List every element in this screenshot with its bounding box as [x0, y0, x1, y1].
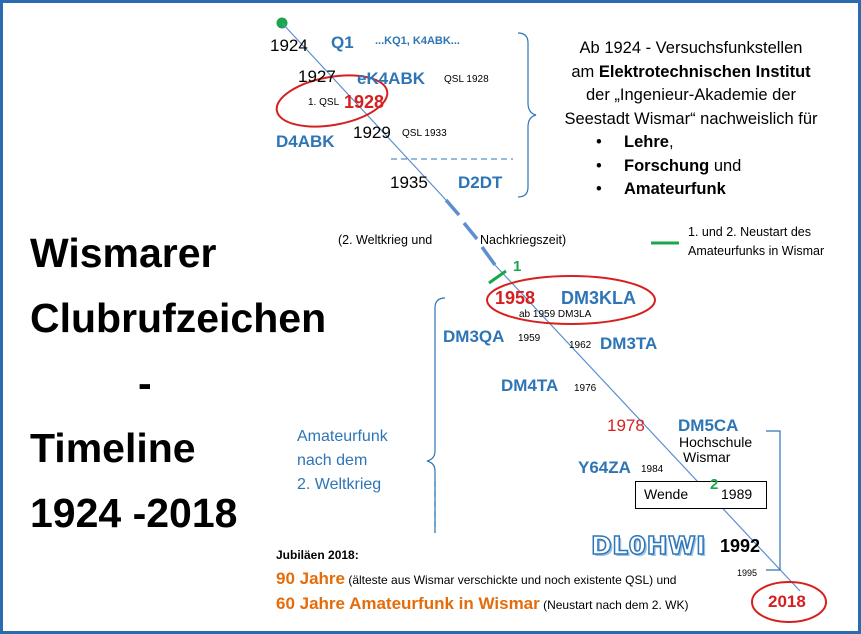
year-2018: 2018	[768, 592, 806, 611]
callsign-y64za: Y64ZA	[578, 458, 631, 477]
callsign-dm3qa: DM3QA	[443, 327, 505, 346]
qsl-1928-note: QSL 1928	[444, 74, 489, 85]
jubilee-60-years: 60 Jahre Amateurfunk in Wismar	[276, 594, 540, 613]
title-line-4: Timeline	[30, 425, 196, 471]
restart-legend-line-2: Amateurfunks in Wismar	[688, 244, 825, 258]
desc-line-1: Ab 1924 - Versuchsfunkstellen	[579, 39, 803, 57]
bullet-icon: •	[596, 156, 602, 175]
wende-label: Wende	[644, 486, 689, 502]
year-1927: 1927	[298, 67, 336, 86]
callsign-q1: Q1	[331, 33, 354, 52]
desc-bullet-amateurfunk: • Amateurfunk	[541, 178, 841, 202]
timeline-line-late	[494, 264, 801, 592]
title-line-3: -	[138, 360, 152, 406]
main-title: Wismarer Clubrufzeichen - Timeline 1924 …	[30, 221, 326, 546]
year-1958: 1958	[495, 288, 536, 308]
ellipse-1958	[486, 275, 656, 325]
year-1995: 1995	[737, 568, 758, 578]
callsign-d4abk: D4ABK	[276, 132, 335, 151]
year-1935: 1935	[390, 173, 428, 192]
timeline-dash-ww2-b	[462, 221, 479, 241]
ellipse-2018	[751, 581, 827, 623]
jubilee-line-1: 90 Jahre (älteste aus Wismar verschickte…	[276, 569, 677, 588]
jubilee-90-years: 90 Jahre	[276, 569, 345, 588]
brace-1924	[517, 32, 537, 198]
timeline-dash-ww2-c	[480, 245, 497, 267]
description-block: Ab 1924 - Versuchsfunkstellen am Elektro…	[541, 37, 841, 202]
year-1959: 1959	[518, 333, 541, 344]
title-line-1: Wismarer	[30, 230, 217, 276]
callsign-d2dt: D2DT	[458, 173, 503, 192]
restart-legend-line-1: 1. und 2. Neustart des	[688, 225, 811, 239]
year-1962: 1962	[569, 340, 592, 351]
desc-bullet-lehre: • Lehre,	[541, 131, 841, 155]
year-1984: 1984	[641, 464, 664, 475]
jubilee-line-2: 60 Jahre Amateurfunk in Wismar (Neustart…	[276, 594, 689, 613]
year-1924: 1924	[270, 36, 308, 55]
year-1929: 1929	[353, 123, 391, 142]
desc-line-4: Seestadt Wismar“ nachweislich für	[564, 109, 818, 128]
year-1978: 1978	[607, 416, 645, 435]
restart-marker-2-label: 2	[710, 476, 719, 493]
bullet-icon: •	[596, 133, 602, 151]
brace-postwar	[426, 297, 446, 533]
timeline-line-early	[281, 22, 447, 201]
postwar-line-1: Amateurfunk	[297, 428, 388, 445]
callsign-dl0hwi-logo: DL0HWI	[590, 530, 706, 561]
ww2-label-right: Nachkriegszeit)	[480, 233, 567, 247]
callsign-dm3ta: DM3TA	[600, 334, 658, 353]
bullet-icon: •	[596, 180, 602, 198]
note-ab-1959-dm3la: ab 1959 DM3LA	[519, 309, 592, 320]
jubilee-heading: Jubiläen 2018:	[276, 548, 359, 562]
qsl-1933-note: QSL 1933	[402, 128, 447, 139]
callsign-ek4abk: eK4ABK	[357, 69, 426, 88]
hochschule-label: Hochschule	[679, 434, 753, 450]
callsign-kq1-k4abk: ...KQ1, K4ABK...	[375, 35, 460, 47]
wende-box	[635, 481, 767, 509]
desc-line-3: der „Ingenieur-Akademie der	[585, 86, 797, 104]
year-1992: 1992	[720, 536, 761, 556]
callsign-dm3kla: DM3KLA	[561, 288, 636, 308]
restart-marker-1-label: 1	[513, 258, 522, 275]
ellipse-1928	[275, 74, 389, 128]
year-1928: 1928	[344, 92, 385, 112]
timeline-dash-ww2-a	[444, 198, 461, 217]
desc-institute: Elektrotechnischen Institut	[598, 62, 811, 81]
ww2-label-left: (2. Weltkrieg und	[338, 233, 433, 247]
title-line-5: 1924 -2018	[30, 490, 238, 536]
desc-bullet-forschung: • Forschung und	[541, 155, 841, 179]
desc-bullet-list: • Lehre, • Forschung und • Amateurfunk	[541, 131, 841, 202]
callsign-dm5ca: DM5CA	[678, 416, 739, 435]
title-line-2: Clubrufzeichen	[30, 295, 327, 341]
wismar-label: Wismar	[683, 449, 731, 465]
bracket-hochschule	[766, 430, 781, 571]
desc-line-2: am Elektrotechnischen Institut	[571, 62, 811, 81]
first-qsl-label: 1. QSL	[308, 97, 340, 108]
year-1989: 1989	[721, 486, 753, 502]
postwar-line-3: 2. Weltkrieg	[297, 476, 382, 493]
restart-mark-1	[488, 269, 507, 285]
postwar-line-2: nach dem	[297, 452, 368, 469]
timeline-graphics	[275, 17, 827, 623]
year-1976: 1976	[574, 383, 597, 394]
callsign-dm4ta: DM4TA	[501, 376, 559, 395]
